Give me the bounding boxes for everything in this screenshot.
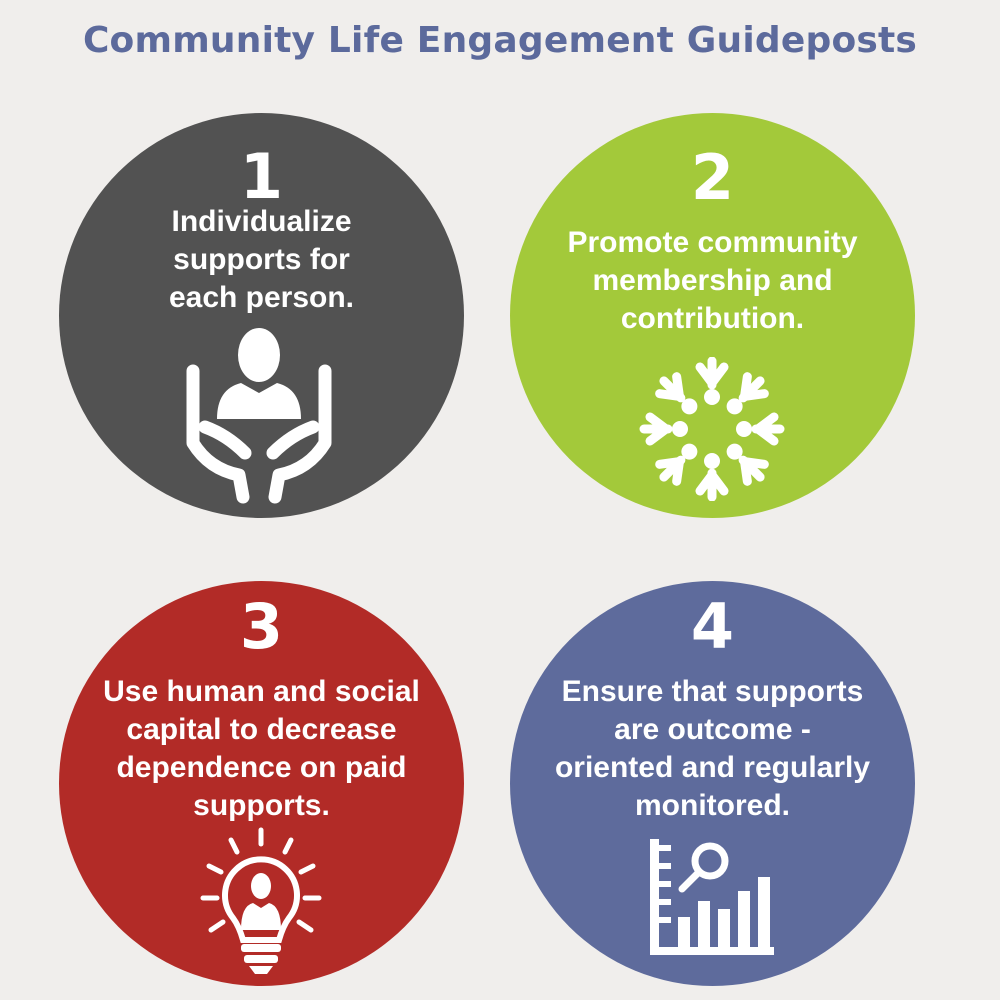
guidepost-2-circle: 2 Promote community membership and contr… (510, 113, 915, 518)
guidepost-2-number: 2 (690, 141, 735, 214)
guidepost-4-text: Ensure that supports are outcome - orien… (554, 675, 871, 822)
guidepost-1-text: Individualize supports for each person. (168, 205, 355, 314)
chart-magnifier-icon (650, 839, 774, 955)
lightbulb-person-icon (200, 827, 322, 974)
guidepost-1-number: 1 (239, 140, 284, 213)
page-title: Community Life Engagement Guideposts (82, 20, 918, 61)
hands-holding-person-icon (186, 328, 332, 504)
guidepost-3-circle: 3 Use human and social capital to decrea… (59, 581, 464, 986)
guidepost-1-circle: 1 Individualize supports for each person… (59, 113, 464, 518)
guidepost-2-text: Promote community membership and contrib… (567, 226, 858, 335)
guidepost-4-number: 4 (690, 590, 735, 663)
guidepost-4-circle: 4 Ensure that supports are outcome - ori… (510, 581, 915, 986)
guidepost-3-text: Use human and social capital to decrease… (103, 675, 420, 822)
guidepost-3-number: 3 (239, 590, 284, 663)
community-circle-icon (639, 357, 785, 501)
